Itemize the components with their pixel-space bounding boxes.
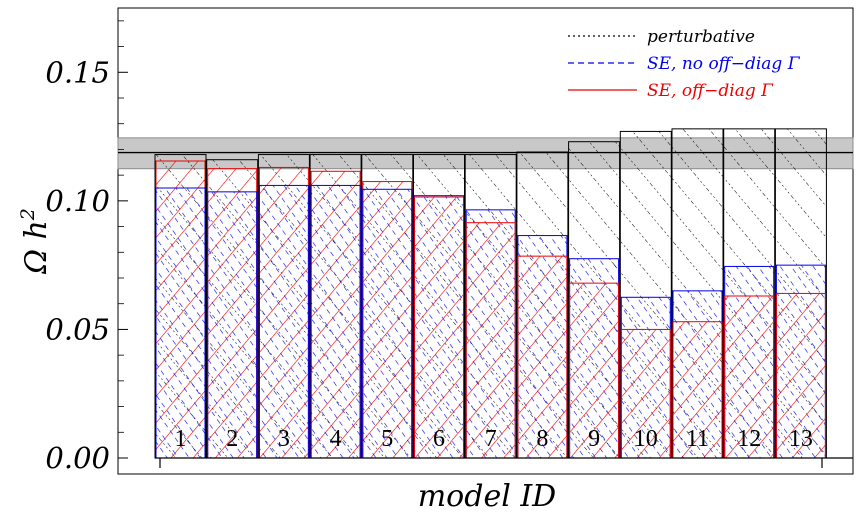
bar-se-offdiag-6: [414, 196, 464, 459]
category-label-1: 1: [175, 426, 187, 452]
bar-se-offdiag-9: [569, 282, 620, 459]
bar-group-1: 1: [154, 154, 207, 459]
category-label-3: 3: [278, 426, 290, 452]
y-tick-label-2: 0.10: [45, 184, 110, 218]
legend-label-offdiag: SE, off−diag Γ: [647, 81, 774, 101]
bar-group-7: 7: [464, 154, 517, 459]
legend-background: [560, 24, 850, 100]
bar-se-offdiag-8: [517, 255, 568, 459]
bar-group-12: 12: [723, 128, 776, 459]
bar-group-13: 13: [774, 128, 827, 459]
bar-se-offdiag-7: [465, 222, 516, 459]
category-label-11: 11: [686, 426, 709, 452]
y-tick-label-0: 0.00: [45, 441, 110, 475]
bar-group-10: 10: [619, 130, 672, 459]
bar-group-3: 3: [257, 154, 310, 459]
y-axis-label: Ω h2: [17, 208, 54, 275]
x-axis-label: model ID: [418, 479, 557, 513]
axes-layer: 0.00 0.05 0.10 0.15: [45, 20, 853, 475]
category-label-10: 10: [634, 426, 658, 452]
bar-group-8: 8: [516, 151, 569, 459]
bars-layer: 1 2 3 4 5 6 7 8 9 10 11 12 13: [154, 128, 827, 459]
y-tick-label-1: 0.05: [45, 312, 110, 346]
bar-se-no-offdiag-1: [155, 187, 206, 459]
bar-group-9: 9: [568, 141, 621, 459]
category-label-5: 5: [381, 426, 393, 452]
bar-se-offdiag-10: [620, 328, 671, 459]
bar-group-4: 4: [309, 154, 362, 459]
svg-text:Ω h2: Ω h2: [17, 208, 54, 275]
bar-se-offdiag-12: [724, 295, 775, 459]
bar-group-6: 6: [413, 154, 465, 459]
category-label-4: 4: [330, 426, 342, 452]
y-axis-label-main: Ω h: [19, 220, 54, 275]
bar-group-2: 2: [206, 159, 259, 459]
category-label-2: 2: [226, 426, 238, 452]
category-label-6: 6: [433, 426, 445, 452]
legend-label-no-offdiag: SE, no off−diag Γ: [647, 54, 801, 74]
legend: perturbative SE, no off−diag Γ SE, off−d…: [560, 24, 850, 101]
category-label-7: 7: [485, 426, 497, 452]
category-label-9: 9: [588, 426, 600, 452]
category-label-12: 12: [737, 426, 761, 452]
plot-frame: [117, 7, 854, 475]
category-label-13: 13: [789, 426, 813, 452]
bar-se-no-offdiag-4: [310, 184, 361, 459]
bar-se-no-offdiag-5: [362, 188, 413, 459]
bar-se-no-offdiag-2: [207, 191, 258, 459]
bar-group-11: 11: [671, 128, 724, 459]
bar-se-offdiag-13: [775, 292, 826, 459]
y-tick-label-3: 0.15: [45, 55, 110, 89]
legend-label-perturbative: perturbative: [647, 27, 755, 47]
category-label-8: 8: [536, 426, 548, 452]
y-axis-label-sup: 2: [17, 208, 39, 221]
bar-se-no-offdiag-3: [258, 184, 309, 459]
bar-group-5: 5: [361, 154, 414, 459]
